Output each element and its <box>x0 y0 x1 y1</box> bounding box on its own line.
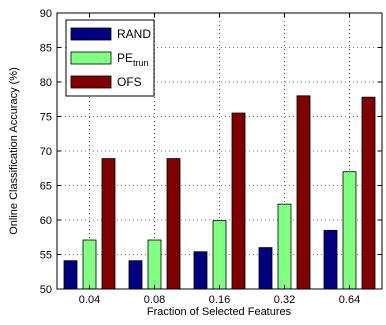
legend-swatch-rand <box>70 27 112 41</box>
bar-rand-0 <box>63 260 78 290</box>
bar-rand-1 <box>128 260 143 290</box>
legend-label-rand: RAND <box>117 27 151 41</box>
legend-swatch-pe <box>70 51 112 65</box>
y-tick-label: 60 <box>40 215 52 227</box>
bar-ofs-0 <box>101 158 116 290</box>
bar-rand-3 <box>258 247 273 290</box>
bar-pe-0 <box>82 239 97 290</box>
bar-rand-4 <box>323 229 338 290</box>
x-tick-label: 0.04 <box>79 294 100 306</box>
x-tick-label: 0.32 <box>274 294 295 306</box>
legend-swatch-ofs <box>70 75 112 89</box>
y-tick-label: 70 <box>40 146 52 158</box>
bar-ofs-2 <box>231 112 246 290</box>
x-axis-ticks: 0.04 0.08 0.16 0.32 0.64 <box>79 13 360 306</box>
bar-pe-3 <box>277 203 292 290</box>
y-tick-label: 55 <box>40 250 52 262</box>
bar-ofs-1 <box>166 158 181 290</box>
bar-rand-2 <box>193 251 208 290</box>
y-tick-label: 85 <box>40 43 52 55</box>
bar-pe-1 <box>147 239 162 290</box>
x-tick-label: 0.08 <box>144 294 165 306</box>
x-tick-label: 0.64 <box>339 294 360 306</box>
bar-ofs-4 <box>361 96 376 290</box>
y-tick-label: 75 <box>40 112 52 124</box>
bar-pe-4 <box>342 171 357 290</box>
x-axis-label: Fraction of Selected Features <box>147 306 292 318</box>
x-tick-label: 0.16 <box>209 294 230 306</box>
legend-label-ofs: OFS <box>117 75 142 89</box>
bar-pe-2 <box>212 220 227 290</box>
bar-ofs-3 <box>296 95 311 290</box>
y-tick-label: 90 <box>40 8 52 20</box>
y-tick-label: 65 <box>40 181 52 193</box>
y-axis-label: Online Classification Accuracy (%) <box>8 67 20 235</box>
y-axis-ticks: 50 55 60 65 70 75 80 85 90 <box>40 8 382 296</box>
y-tick-label: 80 <box>40 77 52 89</box>
y-tick-label: 50 <box>40 284 52 296</box>
